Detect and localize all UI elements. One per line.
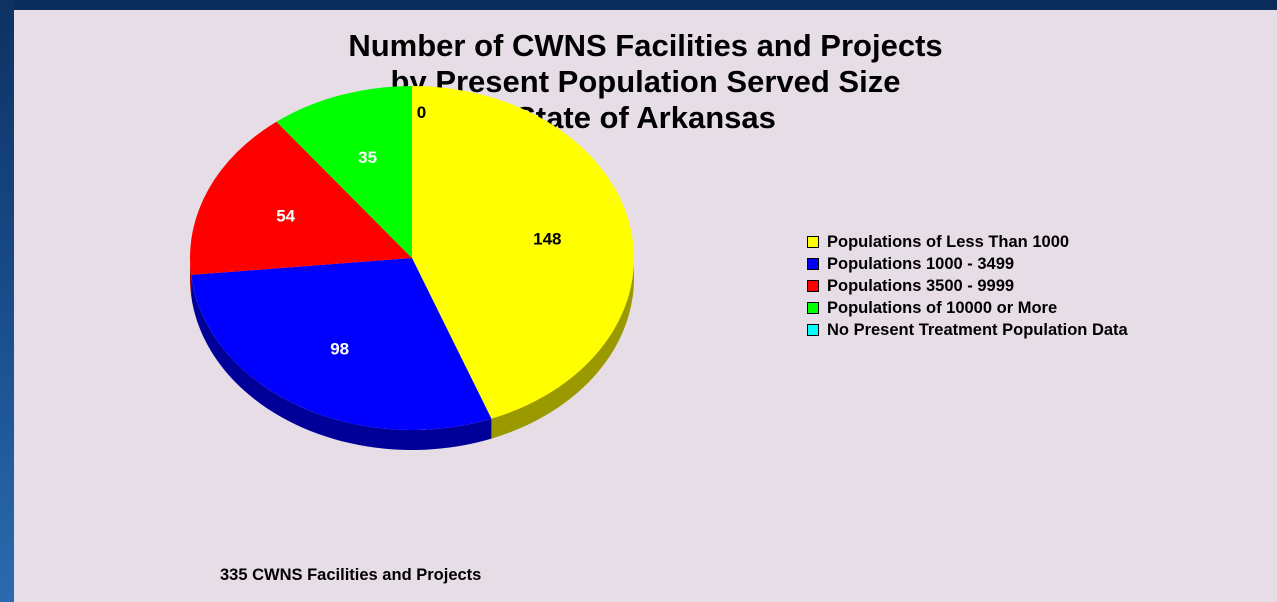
legend-label: No Present Treatment Population Data bbox=[827, 320, 1128, 339]
legend-swatch bbox=[807, 280, 819, 292]
pie-slice bbox=[276, 86, 412, 258]
pie-slice bbox=[190, 121, 412, 275]
legend-swatch bbox=[807, 258, 819, 270]
window-top-border bbox=[0, 0, 1277, 10]
chart-panel: Number of CWNS Facilities and Projects b… bbox=[14, 10, 1277, 602]
pie-slice-label: 148 bbox=[533, 230, 561, 249]
legend-label: Populations of 10000 or More bbox=[827, 298, 1058, 317]
legend-item: Populations of 10000 or More bbox=[807, 297, 1128, 319]
pie-chart: 148 98 54 35 0 bbox=[190, 86, 634, 450]
pie-slice-side bbox=[191, 274, 492, 450]
chart-caption: 335 CWNS Facilities and Projects bbox=[220, 566, 482, 584]
pie-slice-side bbox=[190, 258, 192, 295]
legend-item: Populations of Less Than 1000 bbox=[807, 231, 1128, 253]
chart-legend: Populations of Less Than 1000 Population… bbox=[807, 231, 1128, 341]
pie-slice-label: 0 bbox=[417, 103, 426, 122]
legend-item: Populations 3500 - 9999 bbox=[807, 275, 1128, 297]
legend-item: No Present Treatment Population Data bbox=[807, 319, 1128, 341]
pie-slice-label: 35 bbox=[358, 148, 377, 167]
pie-slices-group bbox=[190, 86, 634, 430]
pie-slice bbox=[191, 258, 492, 430]
pie-slice bbox=[412, 86, 634, 419]
legend-item: Populations 1000 - 3499 bbox=[807, 253, 1128, 275]
legend-label: Populations 3500 - 9999 bbox=[827, 276, 1015, 295]
pie-slice-label: 54 bbox=[276, 207, 295, 226]
legend-label: Populations 1000 - 3499 bbox=[827, 254, 1015, 273]
slide-left-border bbox=[0, 0, 14, 602]
chart-title-line-2: by Present Population Served Size bbox=[390, 64, 901, 99]
legend-swatch bbox=[807, 236, 819, 248]
legend-label: Populations of Less Than 1000 bbox=[827, 232, 1070, 251]
pie-slice-label: 98 bbox=[330, 340, 349, 359]
chart-title-line-1: Number of CWNS Facilities and Projects bbox=[348, 28, 943, 63]
pie-depth-group bbox=[190, 258, 634, 450]
pie-labels-group: 148 98 54 35 0 bbox=[276, 103, 561, 359]
legend-swatch bbox=[807, 302, 819, 314]
pie-slice-side bbox=[491, 258, 634, 439]
legend-swatch bbox=[807, 324, 819, 336]
chart-title: Number of CWNS Facilities and Projects b… bbox=[14, 28, 1277, 136]
